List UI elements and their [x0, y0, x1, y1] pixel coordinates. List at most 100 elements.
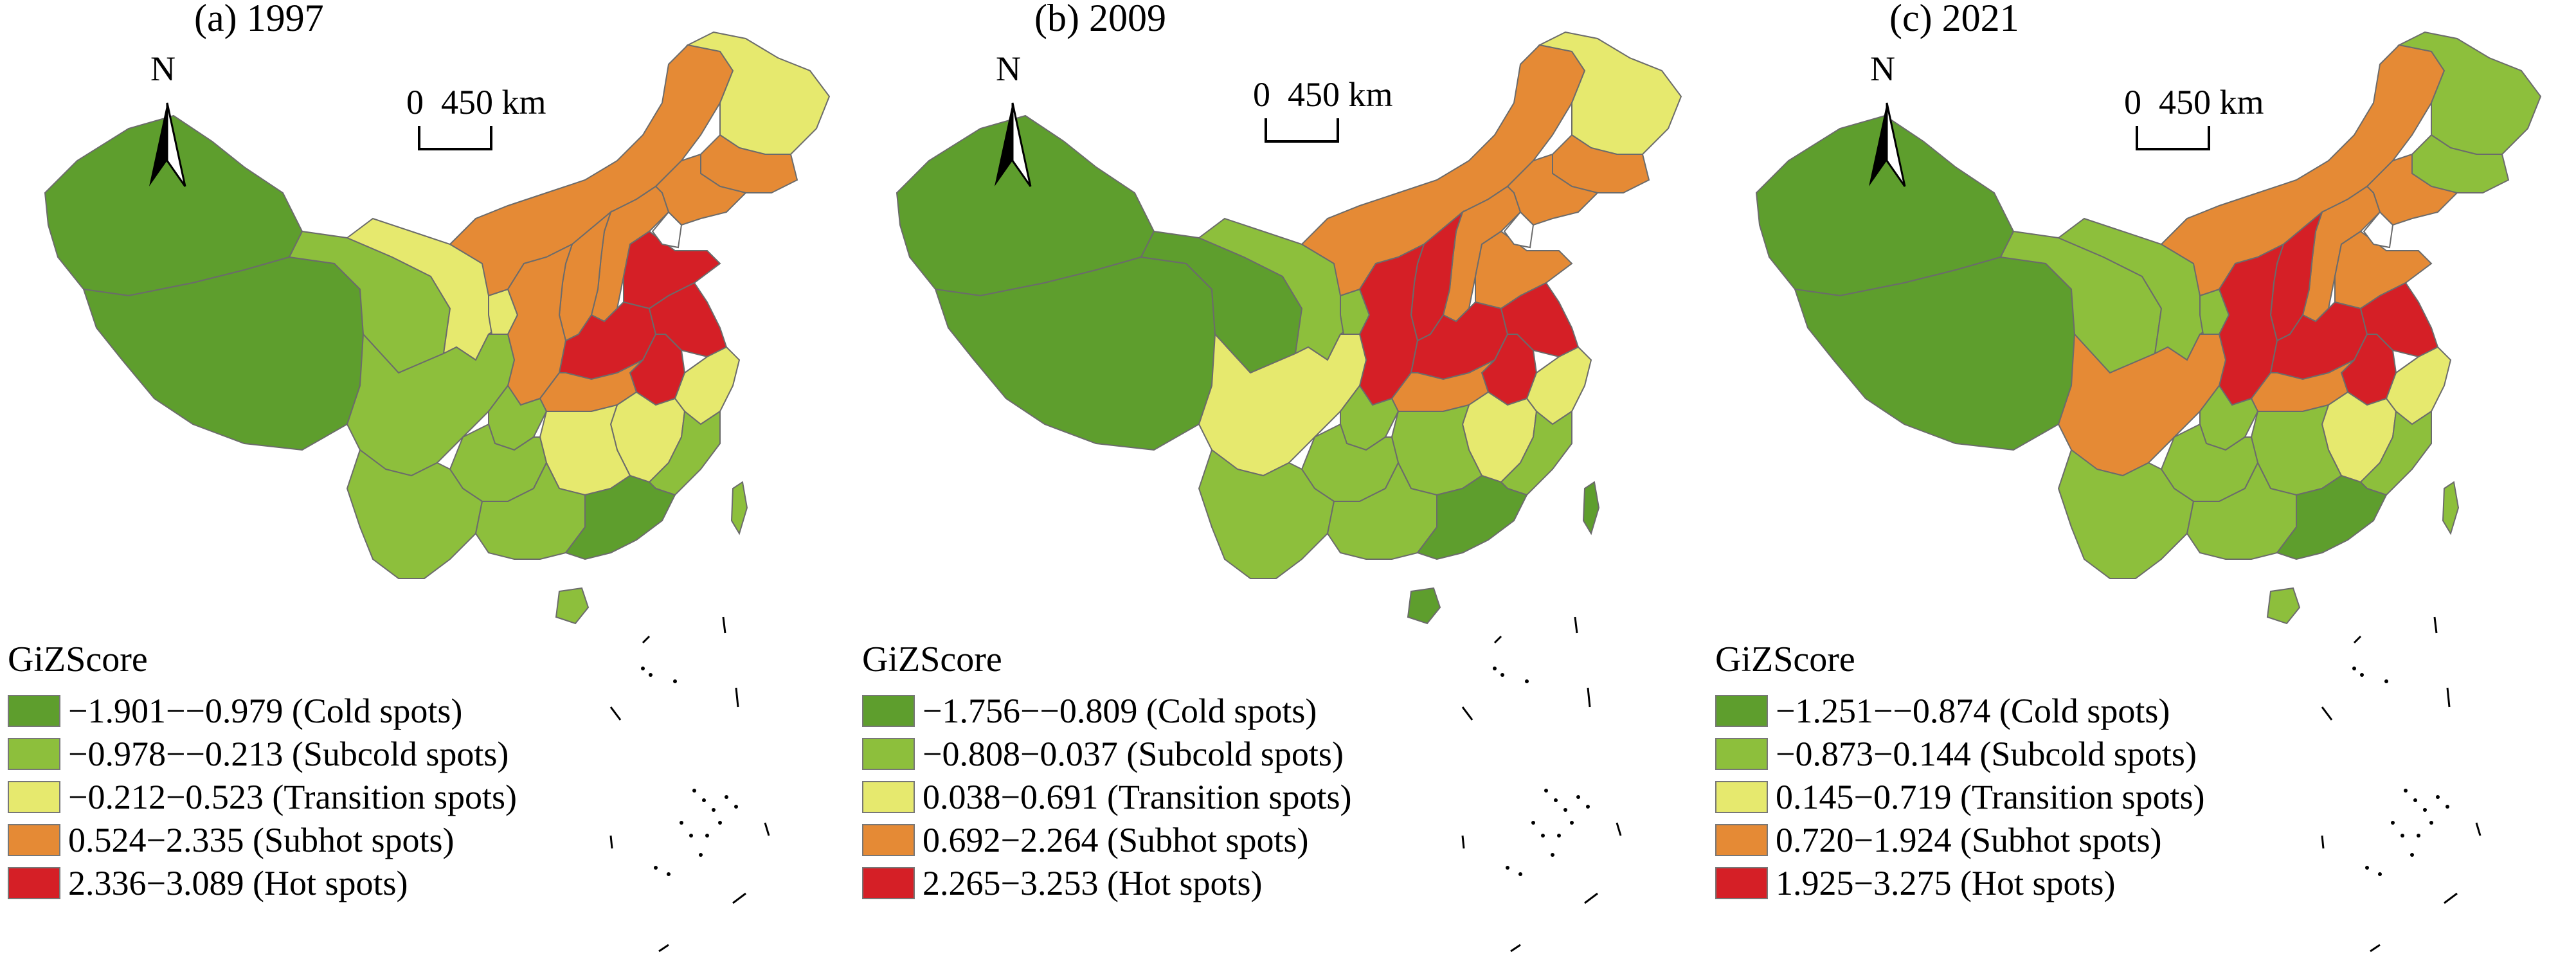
island [680, 821, 683, 825]
island [1493, 667, 1497, 670]
legend-category: (Subhot spots) [1106, 820, 1309, 859]
legend-item-subcold: −0.978−−0.213 (Subcold spots) [8, 732, 517, 775]
maritime-boundary-dash [2444, 892, 2458, 904]
legend-category: (Subcold spots) [1979, 734, 2197, 773]
legend-range: 0.720−1.924 [1776, 820, 1952, 859]
scale-bar-labels: 0 450 km [1253, 75, 1393, 114]
south-china-sea-inset [609, 616, 770, 953]
legend-item-transition: 0.038−0.691 (Transition spots) [862, 775, 1352, 818]
legend-rows: −1.756−−0.809 (Cold spots) −0.808−0.037 (… [862, 689, 1352, 904]
legend: GiZScore −1.901−−0.979 (Cold spots) −0.97… [8, 639, 517, 904]
scale-zero: 0 [406, 83, 424, 121]
legend-range: 0.524−2.335 [68, 820, 244, 859]
china-map [44, 31, 831, 953]
island [1557, 834, 1561, 838]
legend-item-cold: −1.756−−0.809 (Cold spots) [862, 689, 1352, 732]
province-guangdong [1416, 474, 1528, 560]
maritime-boundary-dash [2321, 835, 2325, 849]
legend-label: 1.925−3.275 (Hot spots) [1776, 863, 2115, 903]
maritime-boundary-dash [2433, 616, 2438, 634]
legend-range: 2.265−3.253 [923, 863, 1099, 902]
legend-label: −0.873−0.144 (Subcold spots) [1776, 734, 2197, 774]
map-panel-2021: (c) 2021 N 0 450 km GiZScore −1.251−−0.8… [1713, 0, 2568, 959]
legend: GiZScore −1.251−−0.874 (Cold spots) −0.87… [1715, 639, 2205, 904]
maritime-boundary-dash [722, 616, 726, 634]
island [2400, 834, 2404, 838]
scale-zero: 0 [1253, 75, 1270, 114]
legend-swatch [1715, 737, 1768, 770]
scale-bar [418, 126, 492, 150]
island [1544, 789, 1548, 793]
island [1531, 821, 1535, 825]
south-china-sea-inset [2321, 616, 2481, 953]
maritime-boundary-dash [732, 892, 746, 904]
legend-item-cold: −1.901−−0.979 (Cold spots) [8, 689, 517, 732]
legend-swatch [1715, 694, 1768, 727]
island [2384, 679, 2388, 683]
maritime-boundary-dash [609, 706, 622, 721]
legend-item-transition: −0.212−0.523 (Transition spots) [8, 775, 517, 818]
maritime-boundary-dash [1461, 706, 1473, 721]
legend-category: (Cold spots) [1146, 691, 1317, 730]
island [725, 795, 728, 799]
maritime-boundary-dash [1510, 944, 1521, 953]
island [734, 805, 738, 809]
legend-swatch [862, 780, 915, 813]
island [667, 872, 671, 876]
legend-category: (Subhot spots) [1959, 820, 2162, 859]
legend-range: 0.038−0.691 [923, 777, 1099, 816]
province-taiwan [730, 481, 748, 535]
island [2352, 667, 2356, 670]
legend-label: 0.720−1.924 (Subhot spots) [1776, 820, 2162, 860]
legend-rows: −1.251−−0.874 (Cold spots) −0.873−0.144 (… [1715, 689, 2205, 904]
legend-swatch [862, 823, 915, 856]
north-arrow-icon [1869, 102, 1906, 187]
island [1541, 834, 1545, 838]
bohai-sea [2363, 211, 2394, 249]
north-label: N [1870, 49, 1895, 88]
legend-swatch [862, 737, 915, 770]
island [692, 789, 696, 793]
legend-range: 0.692−2.264 [923, 820, 1099, 859]
island [1551, 853, 1554, 857]
island [2445, 805, 2449, 809]
legend-title: GiZScore [862, 640, 1002, 679]
north-arrow-icon [995, 102, 1032, 187]
legend-item-subhot: 0.692−2.264 (Subhot spots) [862, 818, 1352, 861]
legend-range: 1.925−3.275 [1776, 863, 1952, 902]
legend-item-subhot: 0.524−2.335 (Subhot spots) [8, 818, 517, 861]
legend-swatch [8, 866, 60, 899]
legend-label: −1.901−−0.979 (Cold spots) [68, 691, 462, 731]
island [1576, 795, 1580, 799]
legend-label: −0.212−0.523 (Transition spots) [68, 777, 517, 817]
legend-swatch [8, 694, 60, 727]
maritime-boundary-dash [1461, 835, 1465, 849]
legend-label: −0.808−0.037 (Subcold spots) [923, 734, 1344, 774]
legend-range: −1.251−−0.874 [1776, 691, 1991, 730]
legend-swatch [1715, 866, 1768, 899]
scale-bar-labels: 0 450 km [2124, 82, 2264, 122]
legend-label: −1.251−−0.874 (Cold spots) [1776, 691, 2170, 731]
island [718, 821, 722, 825]
legend-label: 0.524−2.335 (Subhot spots) [68, 820, 455, 860]
map-panel-2009: (b) 2009 N 0 450 km GiZScore −1.756−−0.8… [860, 0, 1715, 959]
panel-title: (c) 2021 [1889, 0, 2019, 39]
legend-label: 0.145−0.719 (Transition spots) [1776, 777, 2205, 817]
island [2423, 808, 2427, 812]
province-hainan [2266, 587, 2301, 625]
legend-range: −0.808−0.037 [923, 734, 1118, 773]
china-map [896, 31, 1682, 953]
scale-distance: 450 km [2159, 83, 2264, 121]
island [1506, 866, 1509, 870]
island [2391, 821, 2395, 825]
panel-title: (b) 2009 [1034, 0, 1166, 39]
legend-label: 2.336−3.089 (Hot spots) [68, 863, 408, 903]
legend-label: 0.692−2.264 (Subhot spots) [923, 820, 1309, 860]
province-taiwan [1582, 481, 1600, 535]
panel-title: (a) 1997 [194, 0, 324, 39]
maritime-boundary-dash [1493, 635, 1502, 644]
island [2436, 795, 2440, 799]
legend-category: (Hot spots) [252, 863, 408, 902]
legend-swatch [8, 737, 60, 770]
island [689, 834, 693, 838]
